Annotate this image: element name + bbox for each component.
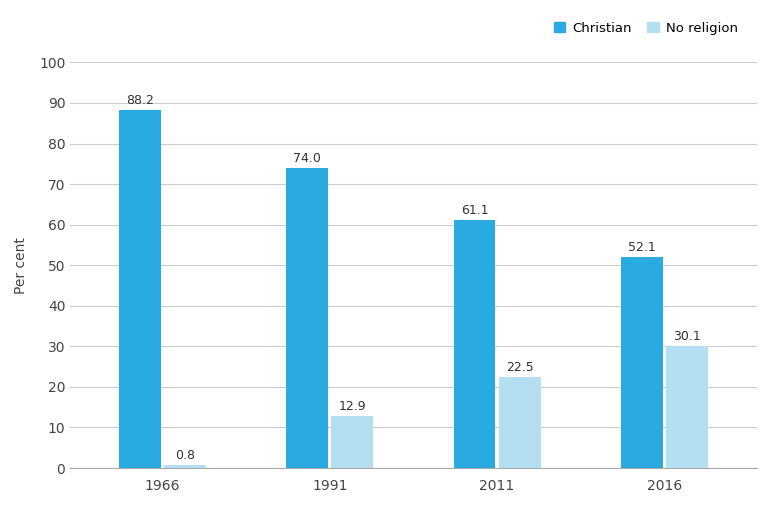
Y-axis label: Per cent: Per cent [14,237,28,294]
Bar [621,257,663,468]
Text: 74.0: 74.0 [293,152,321,165]
Text: 22.5: 22.5 [506,361,534,374]
Text: 61.1: 61.1 [461,204,488,217]
Legend: Christian, No religion: Christian, No religion [548,16,743,40]
Bar [332,415,373,468]
Text: 30.1: 30.1 [673,330,701,343]
Bar [286,168,328,468]
Text: 12.9: 12.9 [339,400,366,413]
Bar [498,376,541,468]
Bar [666,346,708,468]
Bar [119,110,161,468]
Text: 52.1: 52.1 [628,241,656,254]
Bar [164,465,206,468]
Text: 88.2: 88.2 [126,95,154,108]
Bar [454,220,495,468]
Text: 0.8: 0.8 [175,449,195,462]
